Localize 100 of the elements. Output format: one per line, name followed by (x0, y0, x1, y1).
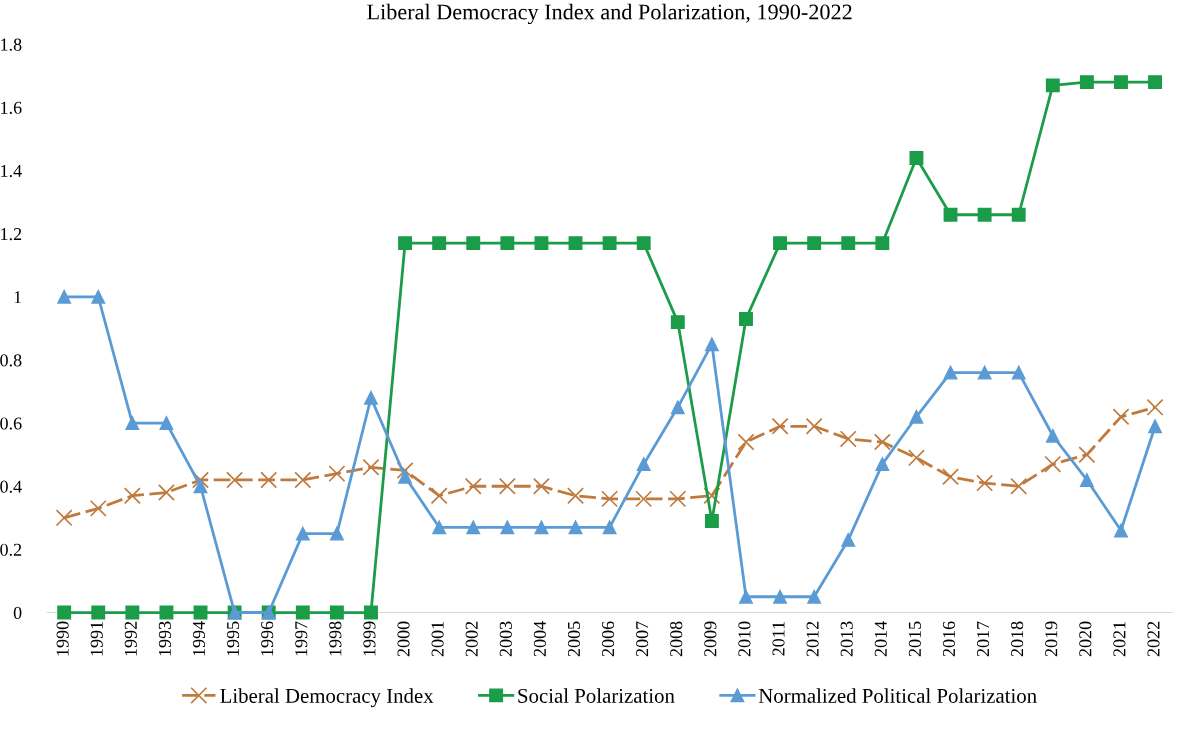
x-tick-label: 2005 (567, 621, 581, 657)
x-tick-label: 1995 (227, 621, 240, 656)
point (364, 390, 378, 405)
point (1010, 477, 1028, 495)
x-tick-label: 2016 (942, 621, 956, 657)
point (193, 479, 208, 494)
point (57, 605, 72, 620)
x-tick-label: 2002 (465, 621, 478, 657)
x-tick-label: 2012 (806, 621, 819, 657)
point (226, 471, 244, 489)
point (295, 526, 310, 541)
y-tick-label: 0.4 (0, 480, 22, 493)
point (670, 315, 685, 330)
point (123, 487, 141, 505)
point (567, 487, 584, 505)
point (432, 520, 447, 535)
x-tick-label: 2019 (1045, 621, 1058, 657)
x-tick-label: 1990 (56, 621, 69, 656)
point (1114, 75, 1128, 90)
y-tick-label: 0 (13, 606, 22, 619)
x-tick-label: 2022 (1147, 621, 1160, 657)
x-tick-label: 1991 (90, 621, 103, 656)
point (364, 605, 378, 620)
chart-title: Liberal Democracy Index and Polarization, 1990-2022 (367, 3, 852, 25)
x-tick-label: 2021 (1113, 621, 1126, 657)
point (55, 509, 73, 527)
point (159, 605, 174, 620)
point (57, 289, 72, 304)
point (568, 520, 583, 535)
point (636, 236, 651, 251)
x-tick-label: 2018 (1011, 621, 1024, 657)
point (1044, 455, 1062, 473)
point (91, 289, 106, 304)
point (430, 487, 448, 505)
point (329, 605, 344, 620)
point (909, 409, 924, 424)
point (466, 236, 481, 251)
point (466, 520, 481, 535)
point (977, 365, 992, 380)
x-tick-label: 1992 (124, 621, 137, 656)
point (1078, 446, 1096, 464)
x-tick-label: 1994 (192, 621, 206, 656)
x-tick-label: 2014 (874, 621, 887, 657)
point (1011, 365, 1026, 380)
point (635, 490, 653, 508)
x-tick-label: 2013 (840, 621, 853, 657)
point (1011, 207, 1026, 222)
point (807, 236, 822, 251)
point (125, 416, 140, 431)
point (398, 469, 413, 484)
point (875, 457, 890, 472)
point (159, 416, 174, 431)
point (704, 514, 719, 528)
point (500, 236, 515, 251)
y-tick-label: 1 (14, 291, 22, 304)
point (739, 311, 753, 326)
point (873, 433, 891, 451)
point (943, 207, 958, 222)
point (977, 207, 992, 222)
legend-label: Liberal Democracy Index (220, 688, 434, 708)
point (839, 430, 857, 448)
point (89, 499, 107, 517)
point (1079, 75, 1094, 90)
x-tick-label: 2010 (738, 621, 751, 657)
point (396, 462, 414, 479)
point (294, 471, 312, 489)
point (328, 465, 346, 483)
x-tick-label: 2011 (772, 621, 785, 656)
point (636, 457, 651, 472)
x-tick-label: 2007 (636, 621, 649, 657)
x-tick-label: 2003 (499, 621, 512, 657)
y-tick-label: 0.2 (0, 543, 22, 556)
point (841, 532, 856, 547)
point (91, 605, 106, 620)
point (498, 477, 516, 495)
point (532, 477, 550, 495)
legend-label: Social Polarization (518, 688, 675, 703)
y-tick-label: 1.2 (1, 228, 22, 241)
point (704, 337, 719, 352)
point (909, 150, 924, 165)
point (601, 490, 619, 508)
point (602, 236, 617, 251)
point (1148, 75, 1163, 90)
x-tick-label: 2015 (908, 621, 921, 657)
point (464, 477, 482, 495)
point (670, 400, 685, 415)
point (875, 236, 890, 251)
legend-label: Normalized Political Polarization (758, 688, 1037, 703)
point (773, 589, 788, 604)
point (192, 471, 210, 489)
point (398, 236, 413, 251)
point (773, 236, 788, 251)
x-tick-label: 2008 (670, 621, 683, 657)
x-tick-label: 1998 (329, 621, 342, 656)
point (362, 458, 380, 476)
point (602, 520, 617, 535)
point (1114, 523, 1128, 538)
point (976, 474, 994, 492)
x-tick-label: 1999 (363, 621, 376, 656)
point (568, 236, 583, 251)
